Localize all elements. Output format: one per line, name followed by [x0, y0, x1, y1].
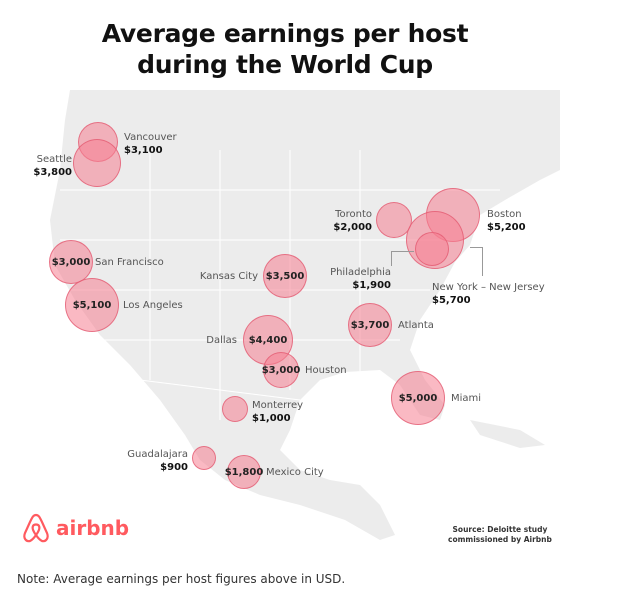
- city-name: Monterrey: [252, 400, 304, 411]
- chart-title: Average earnings per host during the Wor…: [0, 18, 570, 80]
- city-name: New York – New Jersey: [432, 282, 545, 293]
- bubble-mexico-city: $1,800: [224, 455, 264, 489]
- city-value: $5,200: [487, 222, 526, 233]
- footnote: Note: Average earnings per host figures …: [17, 572, 346, 586]
- city-name: Boston: [487, 209, 522, 220]
- title-line-1: Average earnings per host: [101, 19, 469, 48]
- city-value: $3,000: [261, 364, 301, 376]
- label-miami: Miami: [451, 392, 481, 405]
- city-name: Miami: [451, 393, 482, 404]
- bubble-seattle: [73, 139, 121, 187]
- city-name: Houston: [305, 365, 347, 376]
- bubble-houston: $3,000: [261, 352, 301, 388]
- source-line-2: commissioned by Airbnb: [448, 535, 552, 544]
- bubble-san-francisco: $3,000: [49, 240, 93, 284]
- philadelphia-leader: [391, 251, 414, 266]
- city-value: $1,000: [252, 413, 291, 424]
- caribbean-land: [470, 420, 545, 448]
- city-value: $900: [160, 462, 188, 473]
- label-kansas-city: Kansas City: [200, 270, 258, 283]
- label-guadalajara: Guadalajara $900: [127, 448, 188, 474]
- airbnb-logo: airbnb: [22, 512, 129, 544]
- bubble-miami: $5,000: [391, 371, 445, 425]
- city-value: $2,000: [333, 222, 372, 233]
- city-value: $3,800: [33, 167, 72, 178]
- city-name: Dallas: [206, 335, 237, 346]
- label-seattle: Seattle $3,800: [33, 153, 72, 179]
- logo-wordmark: airbnb: [56, 516, 130, 540]
- city-value: $3,500: [265, 270, 305, 282]
- label-houston: Houston: [305, 364, 347, 377]
- label-toronto: Toronto $2,000: [333, 208, 372, 234]
- city-name: Seattle: [36, 154, 72, 165]
- city-name: Atlanta: [398, 320, 434, 331]
- city-name: Toronto: [335, 209, 372, 220]
- label-los-angeles: Los Angeles: [123, 299, 183, 312]
- label-vancouver: Vancouver $3,100: [124, 131, 177, 157]
- bubble-monterrey: [222, 396, 248, 422]
- bubble-philadelphia: [415, 232, 449, 266]
- city-name: Guadalajara: [127, 449, 188, 460]
- new-york-leader: [470, 247, 483, 276]
- label-new-york-new-jersey: New York – New Jersey $5,700: [432, 281, 545, 307]
- city-name: Kansas City: [199, 271, 258, 282]
- source-note: Source: Deloitte study commissioned by A…: [448, 525, 552, 545]
- city-value: $5,700: [432, 295, 471, 306]
- airbnb-belo-icon: [23, 513, 49, 543]
- city-name: San Francisco: [95, 257, 164, 268]
- label-philadelphia: Philadelphia $1,900: [330, 266, 391, 292]
- label-boston: Boston $5,200: [487, 208, 526, 234]
- bubble-los-angeles: $5,100: [65, 278, 119, 332]
- city-value: $3,000: [51, 256, 91, 268]
- city-value: $5,000: [398, 392, 438, 404]
- city-value: $3,100: [124, 145, 163, 156]
- label-monterrey: Monterrey $1,000: [252, 399, 303, 425]
- source-line-1: Source: Deloitte study: [452, 525, 548, 534]
- title-line-2: during the World Cup: [137, 50, 433, 79]
- label-dallas: Dallas: [206, 334, 237, 347]
- city-name: Mexico City: [266, 467, 324, 478]
- bubble-atlanta: $3,700: [348, 303, 392, 347]
- label-san-francisco: San Francisco: [95, 256, 164, 269]
- city-value: $4,400: [248, 334, 288, 346]
- label-atlanta: Atlanta: [398, 319, 434, 332]
- city-value: $1,800: [224, 466, 264, 478]
- city-name: Vancouver: [124, 132, 177, 143]
- bubble-guadalajara: [192, 446, 216, 470]
- city-value: $5,100: [72, 299, 112, 311]
- city-name: Philadelphia: [330, 267, 391, 278]
- label-mexico-city: Mexico City: [266, 466, 324, 479]
- city-value: $1,900: [352, 280, 391, 291]
- city-name: Los Angeles: [123, 300, 183, 311]
- bubble-kansas-city: $3,500: [263, 254, 307, 298]
- city-value: $3,700: [350, 319, 390, 331]
